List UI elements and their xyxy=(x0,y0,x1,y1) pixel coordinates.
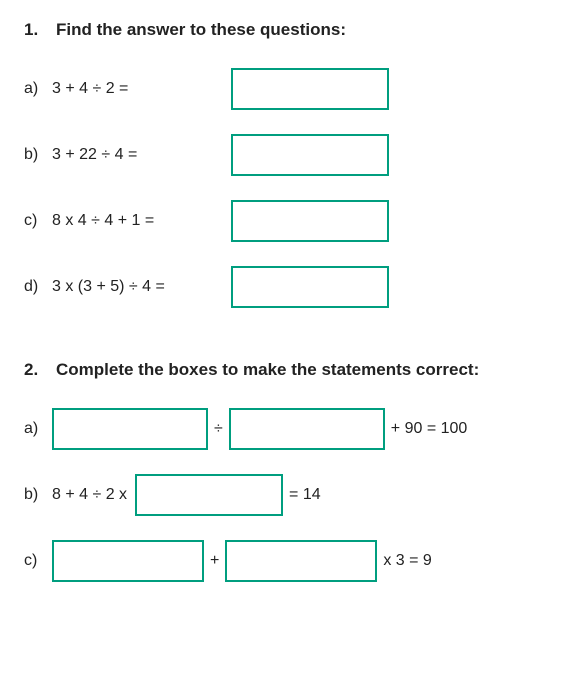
question-row: c)8 x 4 ÷ 4 + 1 = xyxy=(24,200,560,242)
answer-input-box[interactable] xyxy=(231,134,389,176)
question-expression: 3 x (3 + 5) ÷ 4 = xyxy=(52,278,165,296)
question-label: c) xyxy=(24,552,52,570)
section-2-heading: Complete the boxes to make the statement… xyxy=(56,360,479,380)
section-2-title: 2. Complete the boxes to make the statem… xyxy=(24,360,560,380)
expression-tail: = 14 xyxy=(289,486,321,504)
answer-input-box[interactable] xyxy=(135,474,283,516)
answer-input-box[interactable] xyxy=(52,408,208,450)
answer-input-box[interactable] xyxy=(231,200,389,242)
question-expression: 8 x 4 ÷ 4 + 1 = xyxy=(52,212,154,230)
question-row: c) + x 3 = 9 xyxy=(24,540,560,582)
section-2-number: 2. xyxy=(24,360,48,380)
operator-text: ÷ xyxy=(214,420,223,438)
question-expression: 3 + 4 ÷ 2 = xyxy=(52,80,128,98)
operator-text: + xyxy=(210,552,219,570)
question-label: b) xyxy=(24,146,52,164)
answer-input-box[interactable] xyxy=(231,68,389,110)
section-1-title: 1. Find the answer to these questions: xyxy=(24,20,560,40)
question-row: b)3 + 22 ÷ 4 = xyxy=(24,134,560,176)
answer-input-box[interactable] xyxy=(231,266,389,308)
section-1-number: 1. xyxy=(24,20,48,40)
expression-tail: + 90 = 100 xyxy=(391,420,468,438)
expression-tail: x 3 = 9 xyxy=(383,552,431,570)
question-label: d) xyxy=(24,278,52,296)
question-row: a) ÷ + 90 = 100 xyxy=(24,408,560,450)
question-row: a)3 + 4 ÷ 2 = xyxy=(24,68,560,110)
question-label: b) xyxy=(24,486,52,504)
expression-lead: 8 + 4 ÷ 2 x xyxy=(52,486,127,504)
question-label: c) xyxy=(24,212,52,230)
answer-input-box[interactable] xyxy=(225,540,377,582)
question-row: d)3 x (3 + 5) ÷ 4 = xyxy=(24,266,560,308)
question-label: a) xyxy=(24,80,52,98)
question-expression: 3 + 22 ÷ 4 = xyxy=(52,146,137,164)
answer-input-box[interactable] xyxy=(52,540,204,582)
question-label: a) xyxy=(24,420,52,438)
question-row: b) 8 + 4 ÷ 2 x = 14 xyxy=(24,474,560,516)
section-1-heading: Find the answer to these questions: xyxy=(56,20,346,40)
answer-input-box[interactable] xyxy=(229,408,385,450)
